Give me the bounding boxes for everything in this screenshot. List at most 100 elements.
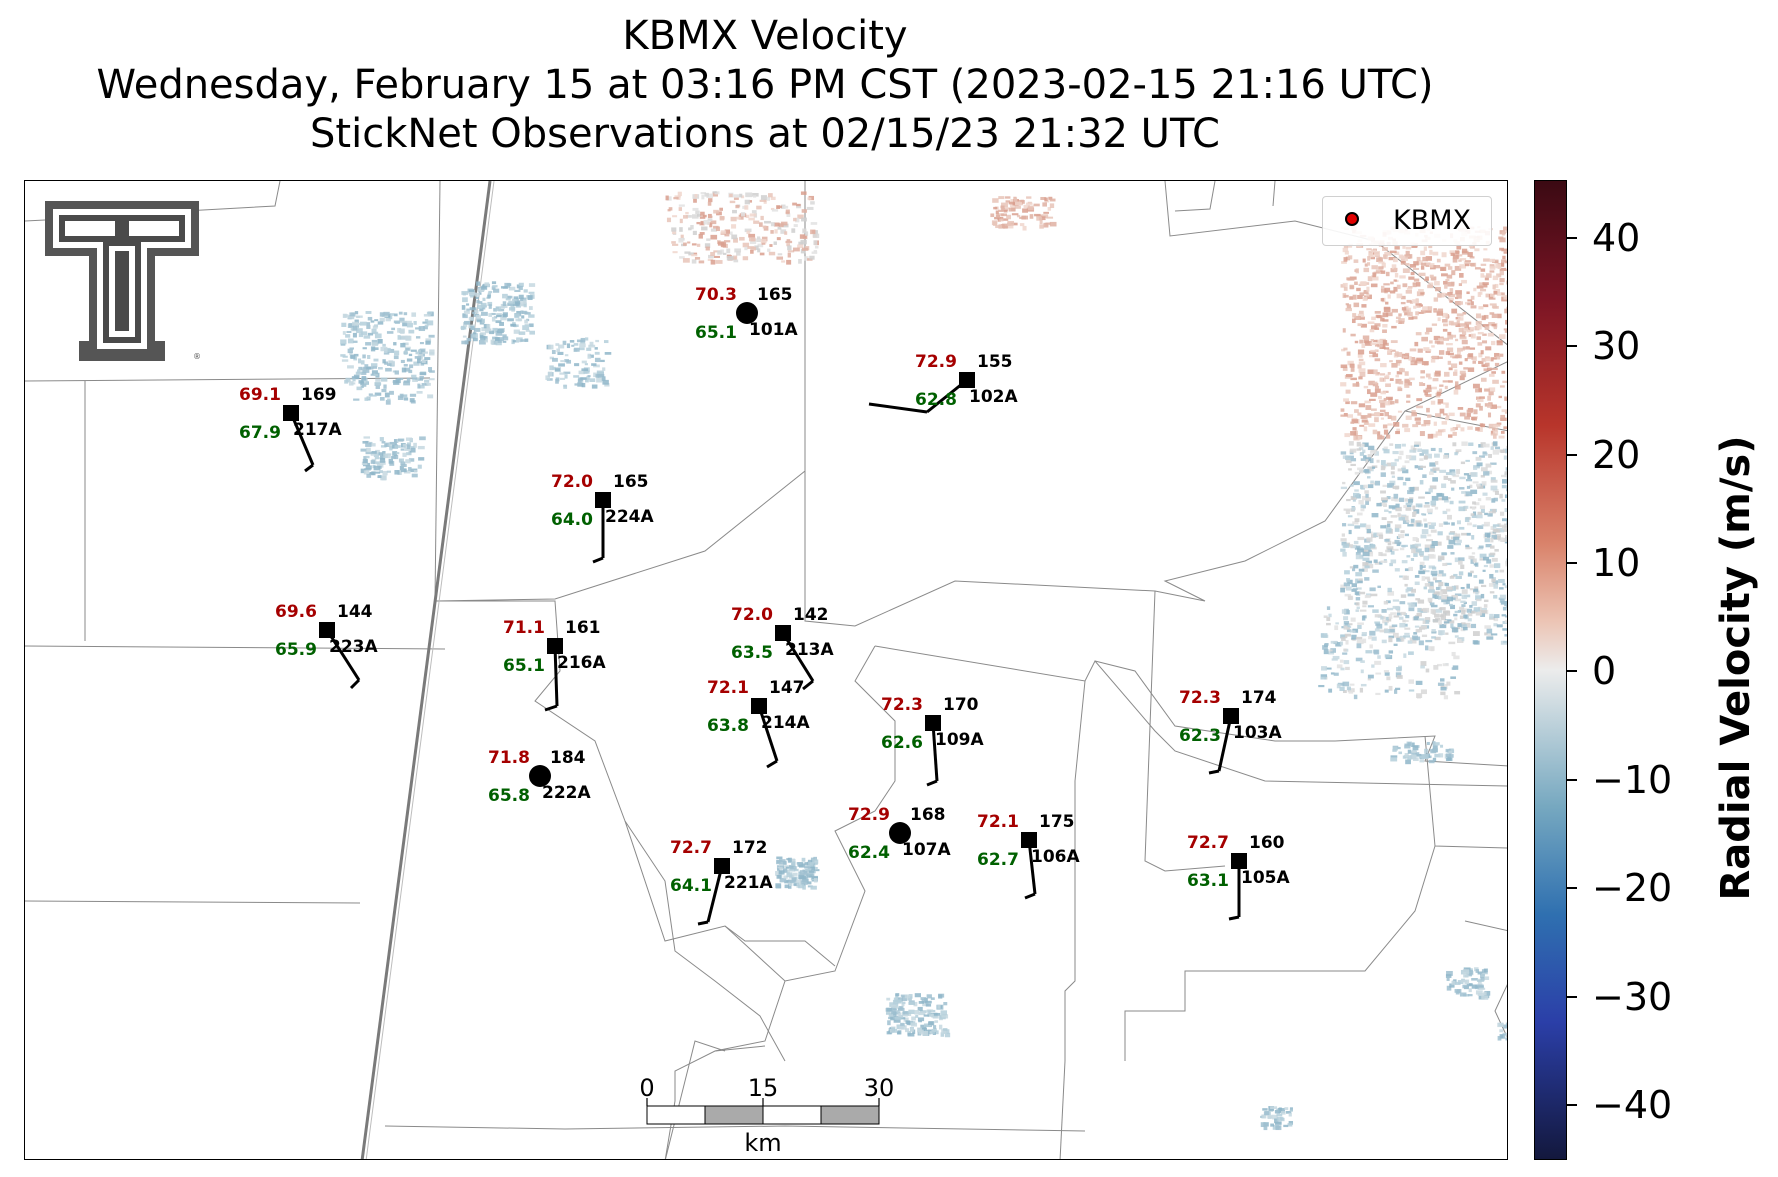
radar-echo-pixel — [1347, 579, 1353, 585]
radar-echo-pixel — [1388, 511, 1392, 514]
radar-echo-pixel — [528, 314, 535, 318]
radar-echo-pixel — [1384, 509, 1389, 512]
radar-echo-pixel — [1501, 231, 1505, 236]
radar-echo-pixel — [1432, 745, 1438, 750]
radar-echo-pixel — [1472, 417, 1477, 421]
radar-echo-pixel — [528, 306, 533, 310]
radar-echo-pixel — [397, 395, 404, 401]
radar-echo-pixel — [1381, 285, 1385, 289]
radar-echo-pixel — [1366, 537, 1373, 542]
radar-echo-pixel — [1410, 271, 1415, 276]
radar-echo-pixel — [1437, 308, 1444, 312]
radar-echo-pixel — [739, 236, 745, 241]
radar-echo-pixel — [557, 351, 564, 355]
radar-echo-pixel — [395, 378, 401, 384]
radar-echo-pixel — [886, 997, 891, 1001]
radar-echo-pixel — [1400, 637, 1405, 642]
radar-echo-pixel — [1440, 691, 1446, 696]
radar-echo-pixel — [1498, 579, 1505, 583]
radar-echo-pixel — [406, 358, 413, 362]
radar-echo-pixel — [411, 312, 417, 317]
wind-barb-flag — [349, 678, 361, 690]
radar-echo-pixel — [374, 392, 382, 396]
radar-echo-pixel — [379, 312, 385, 317]
radar-echo-pixel — [1005, 207, 1010, 210]
radar-echo-pixel — [1385, 527, 1392, 533]
radar-echo-pixel — [790, 866, 797, 870]
radar-echo-pixel — [1469, 256, 1475, 259]
radar-echo-pixel — [1402, 619, 1407, 623]
radar-echo-pixel — [563, 384, 568, 389]
radar-echo-pixel — [1355, 572, 1363, 577]
radar-echo-pixel — [549, 356, 554, 360]
radar-echo-pixel — [912, 1029, 916, 1034]
radar-echo-pixel — [1360, 508, 1365, 512]
radar-echo-pixel — [1480, 423, 1486, 428]
radar-echo-pixel — [406, 377, 411, 382]
radar-echo-pixel — [932, 1012, 937, 1018]
radar-echo-pixel — [1496, 405, 1502, 409]
radar-echo-pixel — [780, 229, 787, 234]
wind-barb — [289, 412, 315, 466]
radar-echo-pixel — [1372, 429, 1378, 435]
radar-echo-pixel — [1391, 325, 1397, 329]
radar-echo-pixel — [1476, 462, 1483, 467]
radar-echo-pixel — [596, 377, 603, 383]
radar-echo-pixel — [1470, 570, 1474, 574]
radar-echo-pixel — [1406, 400, 1411, 403]
radar-echo-pixel — [1443, 621, 1450, 624]
map-panel[interactable]: ® 70.3 165 65.1 101A 72.9 155 62.8 102A 69.1 169 6… — [24, 180, 1508, 1160]
radar-echo-pixel — [1402, 244, 1406, 249]
radar-echo-pixel — [1407, 490, 1414, 495]
radar-echo-pixel — [1355, 609, 1359, 612]
radar-echo-pixel — [593, 364, 600, 368]
radar-echo-pixel — [731, 234, 738, 240]
radar-echo-pixel — [1428, 646, 1435, 651]
radar-echo-pixel — [1347, 414, 1354, 418]
radar-echo-pixel — [1500, 430, 1505, 434]
radar-echo-pixel — [1350, 333, 1356, 337]
radar-echo-pixel — [1475, 611, 1483, 616]
radar-echo-pixel — [1278, 1108, 1286, 1113]
radar-echo-pixel — [1362, 551, 1370, 557]
radar-echo-pixel — [374, 382, 382, 386]
radar-echo-pixel — [1480, 977, 1485, 982]
radar-echo-pixel — [1371, 265, 1378, 270]
radar-echo-pixel — [1408, 607, 1415, 612]
radar-echo-pixel — [1432, 577, 1437, 581]
radar-echo-pixel — [1441, 421, 1448, 425]
radar-echo-pixel — [1443, 610, 1450, 614]
radar-echo-pixel — [481, 318, 485, 324]
radar-echo-pixel — [466, 308, 470, 312]
radar-echo-pixel — [1403, 653, 1407, 658]
radar-echo-pixel — [810, 222, 818, 225]
radar-echo-pixel — [1502, 380, 1507, 383]
radar-echo-pixel — [503, 295, 508, 299]
scale-label-30: 30 — [864, 1074, 895, 1102]
radar-echo-pixel — [364, 397, 369, 401]
radar-echo-pixel — [545, 375, 550, 380]
radar-echo-pixel — [1380, 553, 1387, 557]
radar-echo-pixel — [1448, 297, 1454, 301]
radar-echo-pixel — [1456, 469, 1461, 474]
radar-echo-pixel — [1418, 550, 1424, 556]
radar-echo-pixel — [1379, 413, 1384, 416]
radar-echo-pixel — [405, 335, 411, 341]
radar-echo-pixel — [1415, 520, 1422, 525]
